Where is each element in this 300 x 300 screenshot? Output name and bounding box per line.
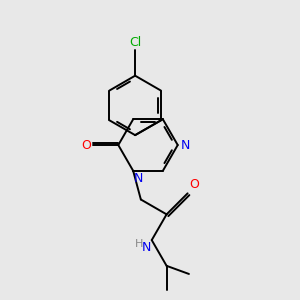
Text: N: N [134, 172, 143, 185]
Text: O: O [81, 139, 91, 152]
Text: H: H [134, 239, 143, 249]
Text: N: N [141, 241, 151, 254]
Text: Cl: Cl [129, 36, 141, 50]
Text: O: O [190, 178, 200, 191]
Text: N: N [181, 139, 190, 152]
